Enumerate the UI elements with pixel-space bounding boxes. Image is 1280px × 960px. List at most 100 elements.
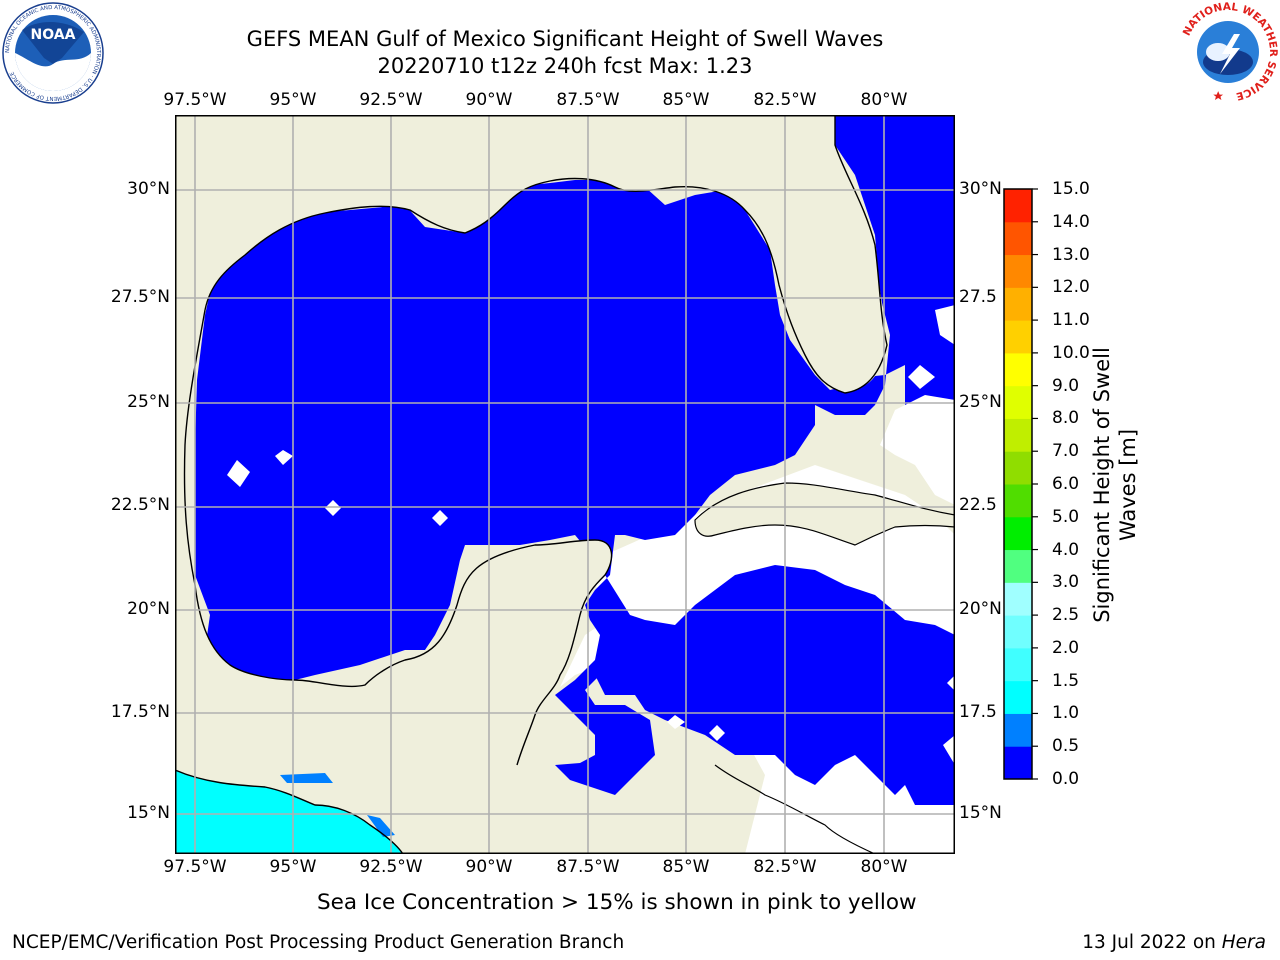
lon-label-bottom: 97.5°W [163,857,227,877]
lat-label-left: 30°N [127,179,170,199]
run-date: 13 Jul 2022 on Hera [1082,932,1266,953]
mask-patch [947,675,955,691]
mask-patch [275,450,293,465]
lat-label-left: 22.5°N [110,495,170,515]
lon-label-bottom: 85°W [662,857,710,877]
florida-land [765,115,885,388]
sea-ice-note: Sea Ice Concentration > 15% is shown in … [317,890,917,915]
lon-label-top: 87.5°W [556,90,620,110]
lon-label-bottom: 95°W [269,857,317,877]
chart-title: GEFS MEAN Gulf of Mexico Significant Hei… [246,27,884,51]
cuba-land [694,482,955,546]
colorbar-tick-label: 13.0 [1052,244,1090,265]
sea-atlantic [835,115,955,300]
colorbar-tick-label: 6.0 [1052,474,1080,494]
colorbar-segment [1004,680,1032,714]
colorbar-tick-label: 0.5 [1052,736,1080,757]
sea-caribbean [590,565,955,805]
lat-label-right: 15°N [959,803,1002,823]
colorbar-segment [1004,746,1032,780]
colorbar-tick-label: 2.0 [1052,637,1080,658]
coastline-pacific [175,769,404,854]
colorbar-tick-label: 1.0 [1052,703,1080,724]
colorbar-tick-label: 15.0 [1052,179,1090,199]
colorbar-tick-label: 3.0 [1052,572,1080,593]
us-gulf-coast-land [175,115,887,393]
coastline-us [204,115,888,394]
run-date-prefix: 13 Jul 2022 on [1082,932,1222,953]
lon-label-top: 82.5°W [753,90,817,110]
colorbar-segment [1004,320,1032,354]
coastline-mexico [183,309,613,766]
lon-label-top: 92.5°W [359,90,423,110]
lat-label-right: 30°N [959,179,1002,199]
coastline-central-america [714,764,876,854]
colorbar-segment [1004,287,1032,321]
colorbar-tick-label: 11.0 [1052,310,1090,331]
lon-label-bottom: 87.5°W [556,857,620,877]
colorbar-segment [1004,549,1032,583]
lon-label-bottom: 92.5°W [359,857,423,877]
nws-logo-icon: NATIONAL WEATHER SERVICE [1179,2,1278,102]
lon-label-bottom: 82.5°W [753,857,817,877]
chart-subtitle: 20220710 t12z 240h fcst Max: 1.23 [377,54,753,78]
yucatan-land [175,540,612,854]
colorbar-segment [1004,647,1032,682]
sea-low-swell [195,115,955,795]
branch-credit: NCEP/EMC/Verification Post Processing Pr… [12,932,625,953]
colorbar-segment [1004,516,1032,551]
colorbar-tick-label: 2.5 [1052,605,1080,626]
colorbar-segment [1004,189,1032,223]
lon-label-top: 97.5°W [163,90,227,110]
colorbar-tick-label: 1.5 [1052,670,1080,691]
lat-label-right: 22.5 [959,495,997,515]
colorbar-tick-label: 8.0 [1052,408,1080,429]
colorbar-title: Significant Height of Swell Waves [m] [1089,347,1141,623]
lat-label-right: 27.5 [959,287,997,307]
colorbar-segment [1004,582,1032,616]
colorbar-title-line: Waves [m] [1116,428,1140,542]
lat-label-right: 20°N [959,599,1002,619]
mask-patch [709,725,725,741]
lon-label-bottom: 90°W [465,857,513,877]
lat-label-right: 17.5 [959,702,997,722]
colorbar-tick-label: 7.0 [1052,441,1080,462]
colorbar-segment [1004,418,1032,452]
lat-label-left: 27.5°N [110,287,170,307]
colorbar [1003,188,1038,780]
colorbar-tick-label: 9.0 [1052,375,1080,396]
mask-patch [908,365,935,389]
colorbar-tick-label: 10.0 [1052,342,1090,363]
colorbar-segment [1004,385,1032,419]
lon-label-bottom: 80°W [860,857,908,877]
mask-patch [943,735,955,765]
lat-label-left: 17.5°N [110,702,170,722]
colorbar-segment [1004,254,1032,288]
colorbar-segment [1004,615,1032,649]
mask-patch [880,395,955,505]
sea-pacific-swell [175,770,403,854]
noaa-logo-icon: NATIONAL OCEANIC AND ATMOSPHERIC ADMINIS… [2,2,104,104]
colorbar-segment [1004,451,1032,485]
map-grid [175,115,955,854]
lat-label-left: 25°N [127,392,170,412]
mask-patch [667,715,685,729]
colorbar-segment [1004,221,1032,256]
colorbar-tick-label: 5.0 [1052,506,1080,527]
gulf-map [175,115,955,854]
map-frame [175,115,955,854]
colorbar-segment [1004,713,1032,747]
colorbar-title-line: Significant Height of Swell [1090,347,1114,623]
lon-label-top: 90°W [465,90,513,110]
mask-patch [227,460,250,487]
lon-label-top: 85°W [662,90,710,110]
lat-label-left: 15°N [127,803,170,823]
colorbar-tick-label: 0.0 [1052,769,1080,789]
colorbar-tick-label: 12.0 [1052,277,1090,298]
noaa-logo-text: NOAA [31,27,76,43]
mask-patch [325,500,341,516]
mask-patch [432,510,448,526]
lat-label-right: 25°N [959,392,1002,412]
lon-label-top: 80°W [860,90,908,110]
sea-pacific-edge [367,815,395,837]
